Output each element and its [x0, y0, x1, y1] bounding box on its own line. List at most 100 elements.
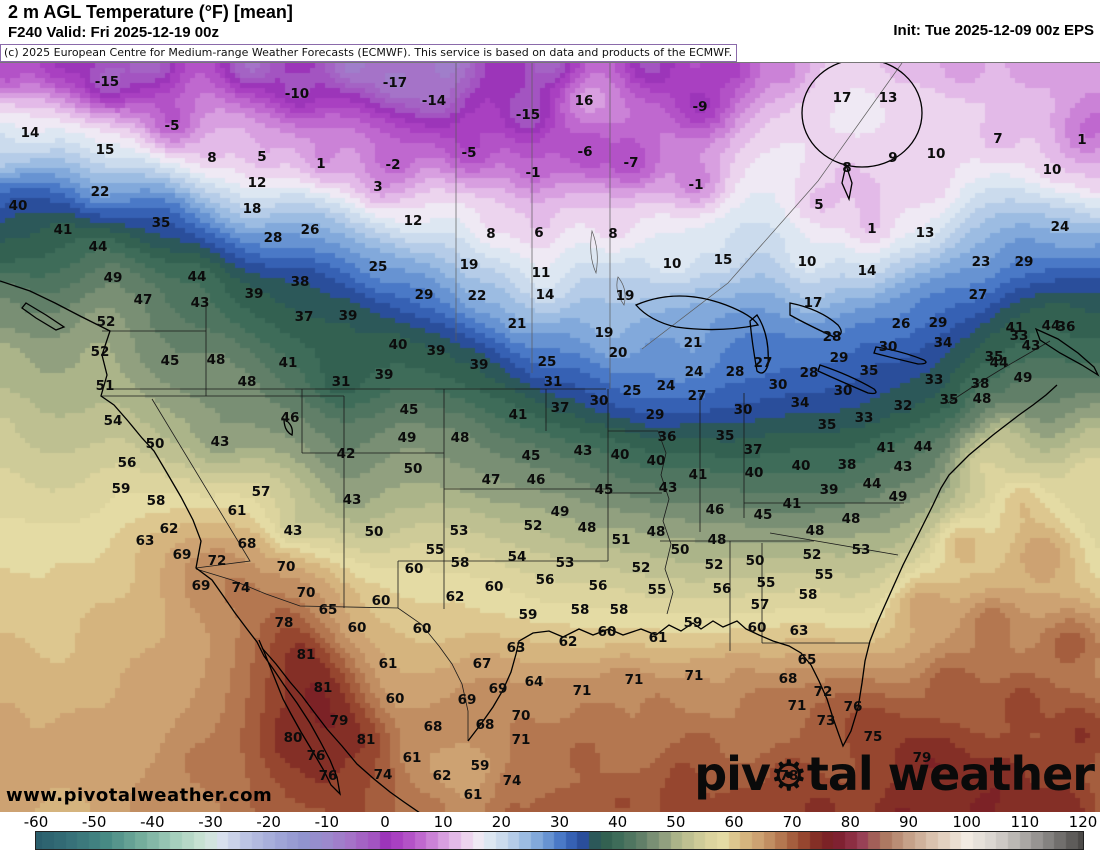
temp-value-label: 29 — [929, 315, 948, 331]
temp-value-label: 58 — [571, 602, 590, 618]
temp-value-label: 8 — [207, 150, 216, 166]
temp-value-label: 8 — [608, 226, 617, 242]
temp-value-label: 49 — [551, 504, 570, 520]
temp-value-label: 38 — [838, 457, 857, 473]
temp-value-label: 7 — [993, 131, 1002, 147]
temp-value-label: 40 — [647, 453, 666, 469]
temp-value-label: 37 — [295, 309, 314, 325]
temp-value-label: 43 — [191, 295, 210, 311]
temp-value-label: 50 — [146, 436, 165, 452]
boundary-path — [467, 384, 1058, 748]
temp-value-label: 57 — [252, 484, 271, 500]
temp-value-label: 48 — [973, 391, 992, 407]
temp-value-label: 48 — [842, 511, 861, 527]
temp-value-label: 28 — [823, 329, 842, 345]
temp-value-label: 23 — [972, 254, 991, 270]
temp-value-label: 69 — [173, 547, 192, 563]
temp-value-label: 52 — [91, 344, 110, 360]
temp-value-label: 28 — [800, 365, 819, 381]
boundary-path — [1034, 327, 1100, 377]
boundary-path — [801, 63, 923, 168]
temp-value-label: 60 — [413, 621, 432, 637]
temp-value-label: 56 — [536, 572, 555, 588]
temp-value-label: 68 — [238, 536, 257, 552]
temp-value-label: 69 — [458, 692, 477, 708]
temp-value-label: -15 — [516, 107, 540, 123]
temp-value-label: 26 — [892, 316, 911, 332]
temp-value-label: 50 — [746, 553, 765, 569]
temp-value-label: 32 — [894, 398, 913, 414]
temp-value-label: 44 — [863, 476, 882, 492]
temp-value-label: 60 — [348, 620, 367, 636]
temp-value-label: 72 — [208, 553, 227, 569]
temp-value-label: 52 — [97, 314, 116, 330]
brand-suffix: tal weather — [806, 747, 1095, 801]
temp-value-label: 6 — [534, 225, 543, 241]
temp-value-label: 14 — [21, 125, 40, 141]
temp-value-label: 44 — [1042, 318, 1061, 334]
temp-value-label: 29 — [646, 407, 665, 423]
temp-value-label: 54 — [104, 413, 123, 429]
temp-value-label: 14 — [536, 287, 555, 303]
temp-value-label: 43 — [659, 480, 678, 496]
temp-value-label: 55 — [757, 575, 776, 591]
temp-value-label: 47 — [482, 472, 501, 488]
boundary-path — [769, 532, 899, 556]
temp-value-label: 24 — [657, 378, 676, 394]
temp-value-label: 59 — [112, 481, 131, 497]
boundary-path — [841, 162, 853, 202]
temp-value-label: 15 — [96, 142, 115, 158]
temp-value-label: 30 — [734, 402, 753, 418]
temp-value-label: -5 — [462, 145, 477, 161]
temp-value-label: 40 — [611, 447, 630, 463]
boundary-path — [151, 398, 251, 569]
temp-value-label: 49 — [104, 270, 123, 286]
colorbar-tick-label: 90 — [898, 813, 919, 831]
temp-value-label: 67 — [473, 656, 492, 672]
temp-value-label: 78 — [275, 615, 294, 631]
temp-value-label: 48 — [207, 352, 226, 368]
temp-value-label: 25 — [369, 259, 388, 275]
temp-value-label: 19 — [460, 257, 479, 273]
boundary-path — [873, 346, 927, 365]
site-url-watermark: www.pivotalweather.com — [6, 785, 273, 806]
temp-value-label: 13 — [879, 90, 898, 106]
temp-value-label: 59 — [519, 607, 538, 623]
temp-value-label: 63 — [790, 623, 809, 639]
temp-value-label: 75 — [864, 729, 883, 745]
colorbar-tick-label: -10 — [314, 813, 340, 831]
colorbar-tick-label: -30 — [198, 813, 223, 831]
colorbar-tick-label: 20 — [491, 813, 511, 831]
temp-value-label: 46 — [527, 472, 546, 488]
map-area: -15 -10 14 -5 15 8 5 1 22 12 18 35 28 26 40 41 44 49 47 44 4… — [0, 62, 1100, 813]
temp-value-label: 65 — [798, 652, 817, 668]
temp-value-label: 49 — [1014, 370, 1033, 386]
temp-value-label: 43 — [211, 434, 230, 450]
temp-value-label: 59 — [684, 615, 703, 631]
temp-value-label: -2 — [386, 157, 401, 173]
temp-value-label: 44 — [914, 439, 933, 455]
temp-value-label: -15 — [95, 74, 119, 90]
colorbar-tick-label: -40 — [140, 813, 165, 831]
temp-value-label: 50 — [365, 524, 384, 540]
temp-value-label: 8 — [842, 160, 851, 176]
temp-value-label: 29 — [415, 287, 434, 303]
temp-value-label: 43 — [284, 523, 303, 539]
temp-value-label: -17 — [383, 75, 407, 91]
temp-value-label: 63 — [136, 533, 155, 549]
temp-value-label: 5 — [257, 149, 266, 165]
colorbar-tick-label: -50 — [81, 813, 107, 831]
temp-value-label: 80 — [284, 730, 303, 746]
temp-value-label: 58 — [610, 602, 629, 618]
boundary-path — [283, 417, 293, 436]
colorbar-tick-label: 110 — [1010, 813, 1040, 831]
temp-value-label: 39 — [245, 286, 264, 302]
temp-value-label: 47 — [134, 292, 153, 308]
temp-value-label: 36 — [1057, 319, 1076, 335]
temp-value-label: 40 — [745, 465, 764, 481]
temp-value-label: 43 — [1022, 338, 1041, 354]
temp-value-label: 69 — [489, 681, 508, 697]
temp-value-label: 51 — [612, 532, 631, 548]
